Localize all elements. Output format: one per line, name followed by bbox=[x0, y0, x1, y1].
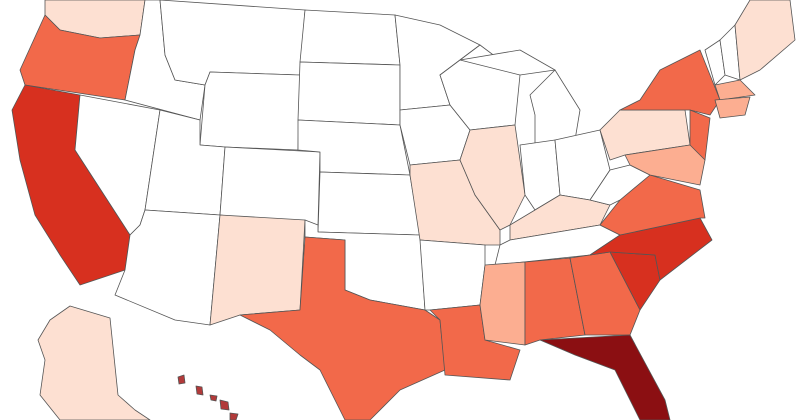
state-al bbox=[524, 257, 586, 346]
state-wy bbox=[199, 71, 301, 151]
state-me bbox=[734, 0, 796, 81]
state-nd bbox=[299, 9, 401, 66]
state-mt bbox=[159, 0, 306, 86]
state-hi-island-5 bbox=[229, 412, 239, 420]
state-ma bbox=[714, 79, 756, 101]
state-hi-island-1 bbox=[177, 374, 186, 385]
state-hi-island-3 bbox=[209, 394, 218, 402]
state-fl bbox=[539, 334, 671, 420]
state-nm bbox=[209, 214, 306, 326]
state-ct bbox=[714, 96, 751, 119]
state-hi-island-2 bbox=[195, 385, 204, 396]
state-ar bbox=[419, 239, 486, 311]
state-sd bbox=[297, 61, 401, 126]
state-hi-island-4 bbox=[219, 399, 230, 411]
state-miu bbox=[459, 49, 556, 76]
state-md bbox=[624, 144, 706, 186]
state-mi bbox=[529, 69, 581, 146]
state-ks bbox=[317, 171, 421, 236]
state-ny bbox=[619, 49, 721, 116]
state-co bbox=[219, 146, 321, 226]
state-ms bbox=[479, 261, 526, 346]
state-tx bbox=[239, 236, 446, 420]
state-ak bbox=[37, 305, 151, 420]
state-il bbox=[459, 124, 526, 231]
